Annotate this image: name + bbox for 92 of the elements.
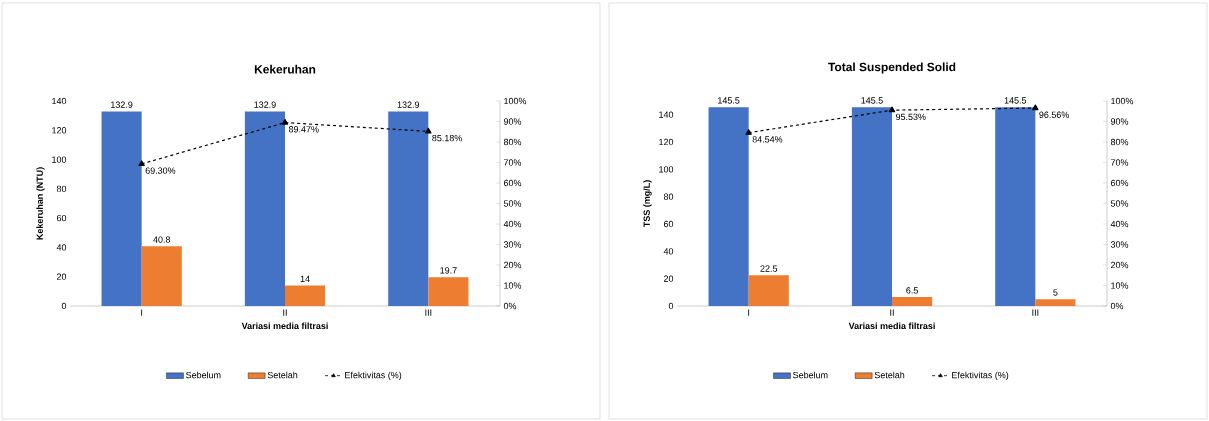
x-axis-title: Variasi media filtrasi [241,322,328,330]
y2-tick-label: 60% [503,179,522,187]
y2-tick-label: 20% [503,261,522,269]
data-label: 145.5 [1004,97,1027,104]
y2-tick-label: 30% [503,241,522,248]
x-tick-label: II [283,309,287,316]
point [425,127,432,134]
x-axis-title: Variasi media filtrasi [848,322,935,330]
data-label: 14 [300,275,310,282]
data-label: 132.9 [254,101,276,108]
y2-tick-label: 80% [503,138,522,146]
y2-tick-label: 70% [1110,159,1129,166]
bar [748,275,789,306]
y-axis-title: Kekeruhan (NTU) [36,167,45,240]
data-label: 6.5 [906,287,918,294]
data-label: 84.54% [752,136,783,143]
y2-tick-label: 20% [1110,261,1129,269]
data-label: 40.8 [153,236,171,243]
data-label: 132.9 [111,101,133,108]
bar [708,107,749,306]
legend-label: Setelah [267,371,298,379]
point [745,129,752,135]
x-tick-label: I [141,309,143,316]
bar [995,107,1036,306]
y-tick-label: 80 [56,185,67,193]
legend-label: Sebelum [186,371,221,379]
y-tick-label: 20 [663,275,674,282]
y2-tick-label: 0% [503,302,517,310]
y-tick-label: 0 [61,302,67,310]
bar [141,246,182,306]
chart-title: Kekeruhan [254,64,316,74]
data-label: 5 [1053,289,1058,296]
y-tick-label: 20 [56,273,67,280]
data-label: 89.47% [288,126,319,133]
data-label: 69.30% [145,167,176,174]
y2-tick-label: 80% [1110,138,1129,146]
point [281,118,289,125]
x-tick-label: I [748,309,750,316]
data-label: 19.7 [440,267,457,274]
y2-tick-label: 40% [1110,220,1129,228]
legend-label: Setelah [874,371,905,379]
legend-label: Efektivitas (%) [952,371,1009,381]
x-tick-label: II [890,309,894,316]
bar [851,107,893,306]
bar [892,297,933,306]
y2-tick-label: 0% [1110,302,1124,310]
data-label: 95.53% [895,113,926,121]
y-tick-label: 60 [56,214,67,222]
y2-tick-label: 30% [1110,241,1129,248]
y2-tick-label: 10% [504,282,522,289]
data-label: 85.18% [432,134,462,142]
y-tick-label: 40 [663,248,674,255]
point [1032,104,1039,111]
data-label: 96.56% [1039,111,1069,118]
y2-tick-label: 100% [504,97,527,105]
data-label: 145.5 [718,97,740,104]
point [138,160,145,167]
bar [428,277,469,306]
chart-title: Total Suspended Solid [828,62,956,74]
y2-tick-label: 90% [503,118,522,125]
bar [388,111,429,306]
y-tick-label: 80 [663,193,674,200]
y-axis-title: TSS (mg/L) [643,180,652,228]
y-tick-label: 140 [659,111,674,118]
y2-tick-label: 60% [1110,179,1129,187]
bar [101,111,142,306]
x-tick-label: III [425,309,432,316]
y-tick-label: 100 [52,156,67,163]
bar [285,285,326,306]
y2-tick-label: 100% [1111,97,1134,105]
y-tick-label: 0 [668,302,674,310]
y2-tick-label: 10% [1111,282,1129,289]
y2-tick-label: 40% [503,220,522,228]
legend-label: Efektivitas (%) [345,371,402,381]
legend-label: Sebelum [793,371,828,379]
y2-tick-label: 70% [503,159,522,166]
y2-tick-label: 90% [1110,118,1129,125]
data-label: 145.5 [861,97,883,104]
y2-tick-label: 50% [503,200,522,207]
y-tick-label: 40 [56,244,67,251]
y2-tick-label: 50% [1110,200,1129,207]
y-tick-label: 140 [52,97,67,105]
bar [1035,299,1076,306]
y-tick-label: 120 [659,138,674,146]
y-tick-label: 60 [663,220,674,228]
bar [244,111,285,306]
data-label: 22.5 [760,265,778,272]
point [888,106,896,113]
y-tick-label: 100 [659,166,674,173]
data-label: 132.9 [397,101,420,108]
y-tick-label: 120 [52,127,67,134]
x-tick-label: III [1032,309,1039,316]
